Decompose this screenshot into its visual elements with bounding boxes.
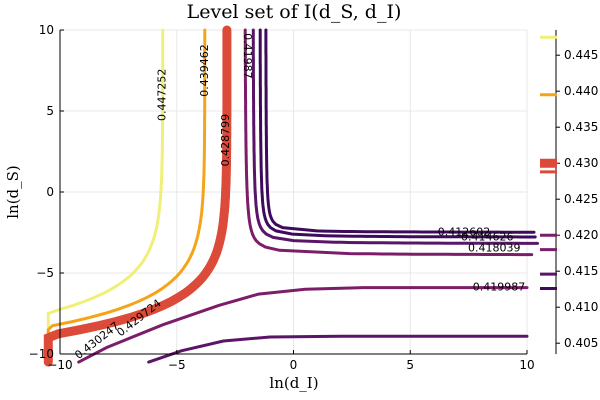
contour-label-3: 0.41987	[241, 33, 254, 79]
y-tick-label-0: −10	[29, 347, 54, 361]
contour-label-1: 0.439462	[198, 44, 211, 97]
colorbar: 0.445 0.440 0.435 0.430 0.425 0.420 0.415 0.410…	[540, 30, 598, 354]
x-tick-label-3: 5	[406, 358, 414, 372]
colorbar-label-0: 0.445	[564, 48, 598, 62]
x-ticks: −10 −5 0 5 10	[47, 350, 535, 372]
colorbar-label-6: 0.415	[564, 264, 598, 278]
y-tick-label-2: 0	[46, 185, 54, 199]
x-axis-label: ln(d_I)	[269, 374, 318, 392]
contour-line-8	[251, 28, 539, 245]
colorbar-label-7: 0.410	[564, 300, 598, 314]
y-tick-label-1: −5	[36, 266, 54, 280]
colorbar-label-3: 0.430	[564, 156, 598, 170]
contour-label-6: 0.418039	[468, 242, 521, 255]
colorbar-label-8: 0.405	[564, 336, 598, 350]
contour-label-7: 0.419987	[473, 281, 526, 294]
chart-title: Level set of I(d_S, d_I)	[187, 1, 402, 23]
y-ticks: −10 −5 0 5 10	[29, 23, 64, 361]
contour-label-0: 0.447252	[156, 69, 169, 122]
contour-line-2	[43, 25, 232, 367]
colorbar-label-2: 0.435	[564, 120, 598, 134]
x-tick-label-2: 0	[290, 358, 298, 372]
y-tick-label-4: 10	[39, 23, 54, 37]
colorbar-label-1: 0.440	[564, 84, 598, 98]
contour-line-1	[46, 28, 207, 364]
x-tick-label-0: −10	[47, 358, 72, 372]
contour-line-6	[77, 286, 529, 364]
contour-label-4: 0.412602	[438, 226, 491, 239]
y-axis-label: ln(d_S)	[4, 165, 22, 219]
y-tick-label-3: 5	[46, 104, 54, 118]
contour-lines	[43, 25, 539, 367]
contour-line-5	[243, 28, 534, 257]
contour-line-10	[264, 28, 536, 234]
contour-label-5: 0.414626	[461, 230, 514, 243]
contour-line-9	[258, 28, 537, 239]
contour-label-2: 0.428799	[219, 114, 232, 167]
x-tick-label-1: −5	[168, 358, 186, 372]
contour-line-0	[46, 28, 165, 364]
contour-line-7	[147, 334, 529, 364]
x-tick-label-4: 10	[519, 358, 534, 372]
colorbar-label-5: 0.420	[564, 228, 598, 242]
colorbar-label-4: 0.425	[564, 192, 598, 206]
